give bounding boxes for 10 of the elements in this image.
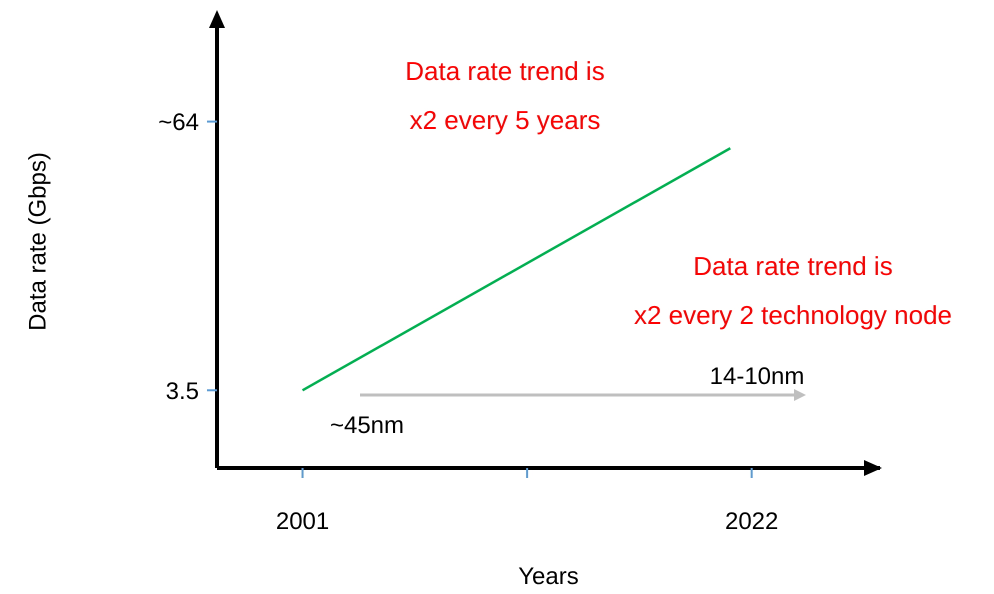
y-axis-title: Data rate (Gbps) — [24, 152, 52, 331]
annotation: Data rate trend is x2 every 5 years — [405, 56, 605, 135]
annotation: 14-10nm — [710, 363, 804, 390]
annotation: ~45nm — [330, 412, 404, 440]
x-axis-title: Years — [518, 563, 579, 590]
annotation: Data rate trend is x2 every 2 technology node — [634, 250, 952, 330]
y-tick-label: ~64 — [158, 109, 199, 136]
x-tick-label: 2001 — [276, 508, 330, 536]
x-tick-label: 2022 — [724, 508, 778, 536]
y-tick-label: 3.5 — [166, 378, 199, 405]
